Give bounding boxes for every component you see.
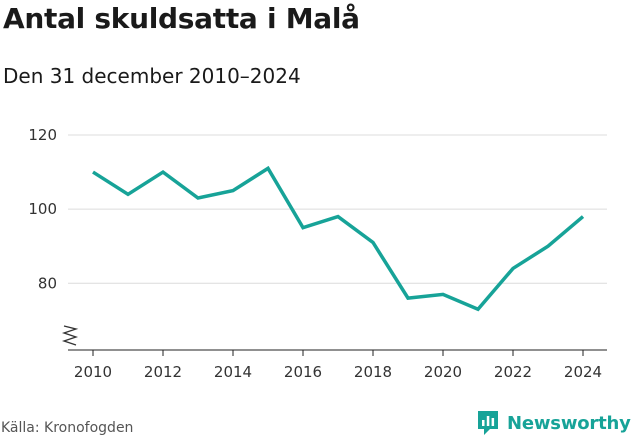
y-tick-label-120: 120 bbox=[28, 126, 57, 144]
x-tick-label-2012: 2012 bbox=[144, 363, 182, 381]
x-tick-label-2022: 2022 bbox=[494, 363, 532, 381]
line-chart: 80 100 120 2010 2012 2014 2016 2018 2020 2022 202… bbox=[28, 126, 607, 381]
newsworthy-chart-icon bbox=[478, 411, 498, 435]
series-line-0 bbox=[92, 165, 585, 312]
source-note: Källa: Kronofogden bbox=[1, 420, 134, 436]
x-tick-label-2018: 2018 bbox=[354, 363, 392, 381]
x-tick-label-2016: 2016 bbox=[284, 363, 322, 381]
x-tick-label-2014: 2014 bbox=[214, 363, 252, 381]
chart-subtitle: Den 31 december 2010–2024 bbox=[3, 64, 301, 88]
chart-title: Antal skuldsatta i Malå bbox=[3, 2, 360, 35]
series-lines bbox=[92, 165, 585, 312]
brand-logo: Newsworthy bbox=[476, 408, 631, 438]
x-tick-label-2010: 2010 bbox=[74, 363, 112, 381]
x-tick-label-2020: 2020 bbox=[424, 363, 462, 381]
axis-break-icon bbox=[61, 325, 79, 346]
y-tick-label-100: 100 bbox=[28, 200, 57, 218]
grid-lines bbox=[68, 134, 607, 284]
y-tick-label-80: 80 bbox=[38, 274, 57, 292]
brand-name: Newsworthy bbox=[507, 412, 631, 434]
x-tick-label-2024: 2024 bbox=[564, 363, 602, 381]
y-axis-ticks: 80 100 120 bbox=[28, 126, 57, 292]
x-axis: 2010 2012 2014 2016 2018 2020 2022 2024 bbox=[61, 325, 607, 381]
